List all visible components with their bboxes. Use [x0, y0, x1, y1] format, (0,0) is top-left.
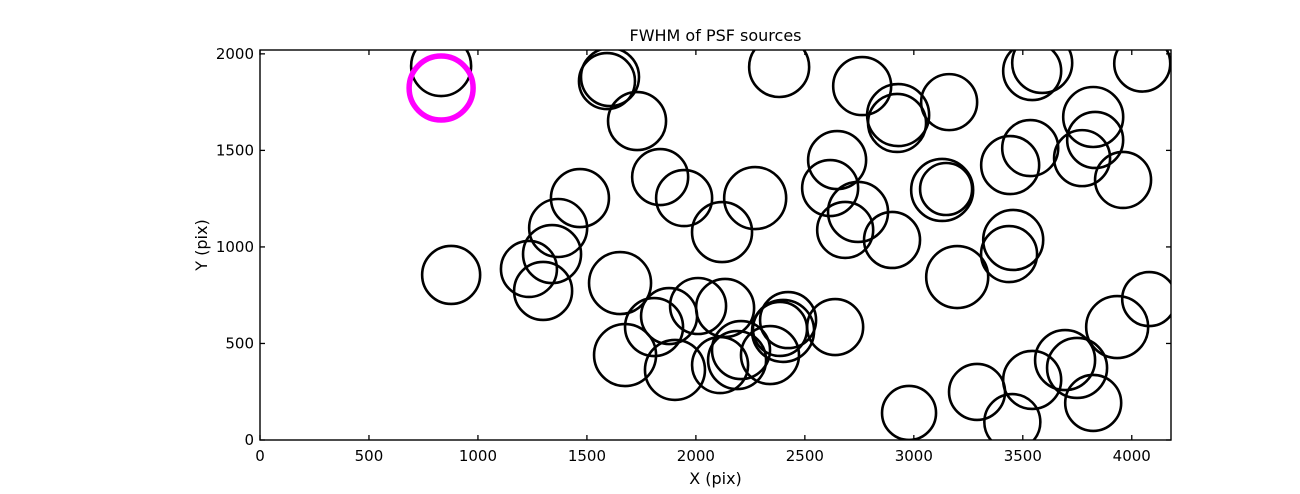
- psf-circle: [606, 90, 668, 152]
- psf-circle: [1084, 294, 1150, 360]
- plot-title: FWHM of PSF sources: [629, 26, 801, 45]
- plot-frame: [259, 49, 1172, 441]
- psf-circle: [815, 200, 875, 260]
- psf-circle: [549, 167, 611, 229]
- psf-circle: [919, 72, 979, 132]
- psf-circle: [690, 200, 754, 264]
- y-axis-label: Y (pix): [192, 219, 211, 271]
- x-tick-label: 3000: [895, 447, 933, 465]
- y-tick-label: 2000: [216, 45, 254, 63]
- psf-circle: [623, 296, 685, 358]
- psf-circle: [592, 322, 658, 388]
- psf-circle: [1001, 349, 1063, 411]
- psf-circle: [579, 50, 641, 108]
- psf-circle: [1045, 336, 1109, 400]
- psf-circle: [668, 276, 728, 336]
- psf-circle: [706, 329, 768, 391]
- psf-circle: [1063, 373, 1123, 433]
- psf-circle: [983, 392, 1042, 440]
- psf-circle: [866, 92, 928, 154]
- psf-circle: [710, 319, 772, 381]
- psf-circle: [1001, 50, 1063, 102]
- psf-circle: [512, 260, 574, 322]
- psf-circle: [1061, 85, 1125, 149]
- psf-circle: [1052, 128, 1112, 188]
- x-tick-label: 500: [355, 447, 384, 465]
- psf-circle: [1033, 328, 1097, 392]
- x-tick-label: 2500: [786, 447, 824, 465]
- x-tick-label: 1500: [568, 447, 606, 465]
- y-tick-label: 1000: [216, 238, 254, 256]
- x-tick-label: 0: [255, 447, 265, 465]
- psf-circle: [805, 297, 865, 357]
- psf-circle: [979, 224, 1039, 284]
- psf-circle: [1065, 110, 1125, 170]
- tick-labels-layer: 0 500 1000 1500 2000 2500 3000 3500 4000 0 500 1000…: [216, 45, 1151, 465]
- psf-circle: [1112, 50, 1171, 93]
- psf-circle: [694, 277, 756, 339]
- psf-circle: [865, 82, 931, 148]
- psf-circle: [499, 239, 559, 299]
- psf-circle: [654, 168, 714, 228]
- psf-circle: [979, 134, 1041, 196]
- psf-circle: [747, 50, 811, 99]
- x-tick-label: 1000: [459, 447, 497, 465]
- plot-background: [260, 50, 1171, 440]
- psf-circle: [420, 244, 482, 306]
- psf-circle: [1000, 118, 1060, 178]
- psf-circle: [924, 244, 990, 310]
- x-tick-label: 4000: [1113, 447, 1151, 465]
- x-axis-label: X (pix): [689, 469, 742, 488]
- psf-circle: [630, 147, 690, 207]
- psf-circle: [587, 250, 653, 316]
- psf-circles-layer: [406, 50, 1171, 440]
- y-tick-label: 500: [225, 334, 254, 352]
- psf-circle: [722, 165, 788, 231]
- psf-circle: [643, 338, 707, 402]
- psf-circle: [409, 50, 473, 98]
- highlighted-psf-circle: [406, 53, 476, 123]
- ticks-layer: [259, 50, 1171, 441]
- y-tick-label: 1500: [216, 141, 254, 159]
- psf-circle: [918, 161, 974, 217]
- psf-circle: [981, 208, 1045, 272]
- x-tick-label: 3500: [1004, 447, 1042, 465]
- psf-circle: [577, 51, 637, 111]
- psf-circle: [758, 290, 818, 350]
- psf-circle: [1093, 150, 1153, 210]
- psf-circle: [862, 210, 922, 270]
- x-tick-label: 2000: [677, 447, 715, 465]
- psf-circle: [527, 197, 589, 259]
- psf-circle: [1010, 50, 1074, 95]
- psf-circle: [739, 324, 801, 386]
- y-tick-label: 0: [244, 431, 254, 449]
- psf-circle: [800, 158, 860, 218]
